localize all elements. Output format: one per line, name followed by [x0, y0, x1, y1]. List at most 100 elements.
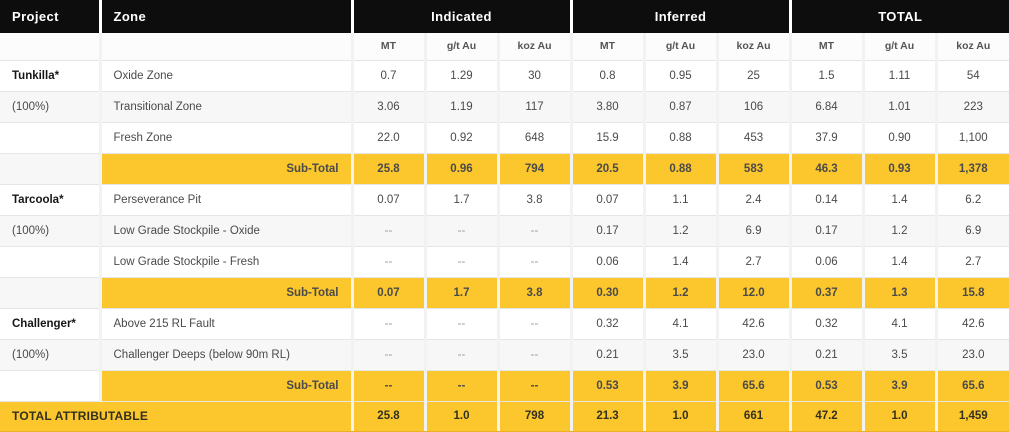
total-value-cell: 1,459: [934, 401, 1009, 432]
column-group-total: TOTAL: [788, 0, 1009, 33]
value-cell: 0.06: [569, 246, 645, 278]
project-cell: (100%): [0, 339, 100, 371]
subtotal-label-cell: Sub-Total: [98, 153, 352, 185]
subtotal-value-cell: 0.93: [861, 153, 937, 185]
value-cell: 0.92: [423, 122, 498, 154]
subtotal-value-cell: 1.3: [861, 277, 937, 309]
subtotal-value-cell: 794: [496, 153, 572, 185]
value-cell: 0.8: [569, 60, 645, 92]
value-cell: 22.0: [350, 122, 425, 154]
total-value-cell: 1.0: [642, 401, 718, 432]
table-header-row: Project Zone Indicated Inferred TOTAL: [0, 0, 1009, 33]
units-header-row: MT g/t Au koz Au MT g/t Au koz Au MT g/t…: [0, 33, 1009, 61]
value-cell: 3.5: [861, 339, 937, 371]
subtotal-value-cell: 1.2: [642, 277, 718, 309]
value-cell: 30: [496, 60, 572, 92]
total-value-cell: 1.0: [861, 401, 937, 432]
column-header-project: Project: [0, 0, 100, 33]
value-cell: 1.4: [861, 184, 937, 216]
unit-header: koz Au: [496, 33, 572, 61]
total-value-cell: 798: [496, 401, 572, 432]
value-cell: 3.06: [350, 91, 425, 123]
value-cell: 1.5: [788, 60, 864, 92]
table-row: (100%) Low Grade Stockpile - Oxide -- -- -- 0…: [0, 215, 1009, 247]
subtotal-value-cell: 0.53: [569, 370, 645, 402]
unit-header: g/t Au: [423, 33, 498, 61]
subtotal-value-cell: 3.8: [496, 277, 572, 309]
project-cell: (100%): [0, 215, 100, 247]
value-cell: --: [496, 246, 572, 278]
subtotal-value-cell: 3.9: [861, 370, 937, 402]
value-cell: 3.8: [496, 184, 572, 216]
value-cell: 25: [715, 60, 791, 92]
value-cell: --: [423, 215, 498, 247]
table-row: Low Grade Stockpile - Fresh -- -- -- 0.06 1.4…: [0, 246, 1009, 278]
value-cell: --: [496, 215, 572, 247]
value-cell: 0.95: [642, 60, 718, 92]
subtotal-value-cell: 0.88: [642, 153, 718, 185]
project-cell: [0, 122, 100, 154]
total-value-cell: 25.8: [350, 401, 425, 432]
total-value-cell: 1.0: [423, 401, 498, 432]
value-cell: 3.80: [569, 91, 645, 123]
value-cell: 1.11: [861, 60, 937, 92]
project-cell: [0, 277, 100, 309]
value-cell: 37.9: [788, 122, 864, 154]
total-attributable-label: TOTAL ATTRIBUTABLE: [0, 401, 352, 432]
subtotal-row: Sub-Total -- -- -- 0.53 3.9 65.6 0.53 3.9 65.6: [0, 370, 1009, 402]
value-cell: 6.9: [715, 215, 791, 247]
value-cell: 1,100: [934, 122, 1009, 154]
value-cell: --: [350, 339, 425, 371]
value-cell: 0.90: [861, 122, 937, 154]
unit-header: MT: [788, 33, 864, 61]
project-cell: [0, 153, 100, 185]
zone-cell: Low Grade Stockpile - Fresh: [98, 246, 352, 278]
zone-cell: Fresh Zone: [98, 122, 352, 154]
value-cell: 0.88: [642, 122, 718, 154]
value-cell: --: [496, 339, 572, 371]
subtotal-value-cell: 65.6: [934, 370, 1009, 402]
subtotal-value-cell: 65.6: [715, 370, 791, 402]
table-row: Challenger* Above 215 RL Fault -- -- -- 0.32 4…: [0, 308, 1009, 340]
total-value-cell: 47.2: [788, 401, 864, 432]
subtotal-value-cell: 0.07: [350, 277, 425, 309]
value-cell: 0.07: [350, 184, 425, 216]
units-spacer: [0, 33, 100, 61]
subtotal-value-cell: 0.53: [788, 370, 864, 402]
value-cell: 54: [934, 60, 1009, 92]
value-cell: 0.7: [350, 60, 425, 92]
subtotal-row: Sub-Total 25.8 0.96 794 20.5 0.88 583 46.3 0.93 1…: [0, 153, 1009, 185]
value-cell: 2.7: [715, 246, 791, 278]
value-cell: 1.1: [642, 184, 718, 216]
table-row: (100%) Challenger Deeps (below 90m RL) -- -…: [0, 339, 1009, 371]
value-cell: 42.6: [934, 308, 1009, 340]
subtotal-label-cell: Sub-Total: [98, 277, 352, 309]
value-cell: 1.4: [642, 246, 718, 278]
zone-cell: Oxide Zone: [98, 60, 352, 92]
value-cell: 1.01: [861, 91, 937, 123]
value-cell: 0.87: [642, 91, 718, 123]
column-group-indicated: Indicated: [350, 0, 572, 33]
column-group-inferred: Inferred: [569, 0, 791, 33]
subtotal-value-cell: 12.0: [715, 277, 791, 309]
value-cell: 453: [715, 122, 791, 154]
subtotal-value-cell: 3.9: [642, 370, 718, 402]
unit-header: koz Au: [934, 33, 1009, 61]
subtotal-value-cell: --: [350, 370, 425, 402]
value-cell: 223: [934, 91, 1009, 123]
total-value-cell: 21.3: [569, 401, 645, 432]
unit-header: g/t Au: [642, 33, 718, 61]
value-cell: --: [350, 246, 425, 278]
value-cell: 4.1: [861, 308, 937, 340]
subtotal-value-cell: 25.8: [350, 153, 425, 185]
total-attributable-row: TOTAL ATTRIBUTABLE 25.8 1.0 798 21.3 1.0 661 47…: [0, 401, 1009, 432]
subtotal-value-cell: 46.3: [788, 153, 864, 185]
value-cell: 3.5: [642, 339, 718, 371]
value-cell: 15.9: [569, 122, 645, 154]
value-cell: 0.32: [788, 308, 864, 340]
value-cell: 1.7: [423, 184, 498, 216]
unit-header: koz Au: [715, 33, 791, 61]
subtotal-row: Sub-Total 0.07 1.7 3.8 0.30 1.2 12.0 0.37 1.3 15.…: [0, 277, 1009, 309]
value-cell: --: [496, 308, 572, 340]
